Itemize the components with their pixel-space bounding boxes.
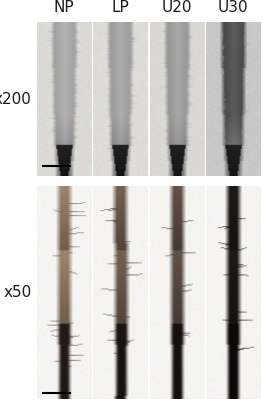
Text: U20: U20 xyxy=(161,0,192,14)
Text: U30: U30 xyxy=(218,0,249,14)
Text: LP: LP xyxy=(112,0,129,14)
Text: x200: x200 xyxy=(0,91,32,107)
Text: x50: x50 xyxy=(3,285,32,300)
Text: NP: NP xyxy=(54,0,74,14)
